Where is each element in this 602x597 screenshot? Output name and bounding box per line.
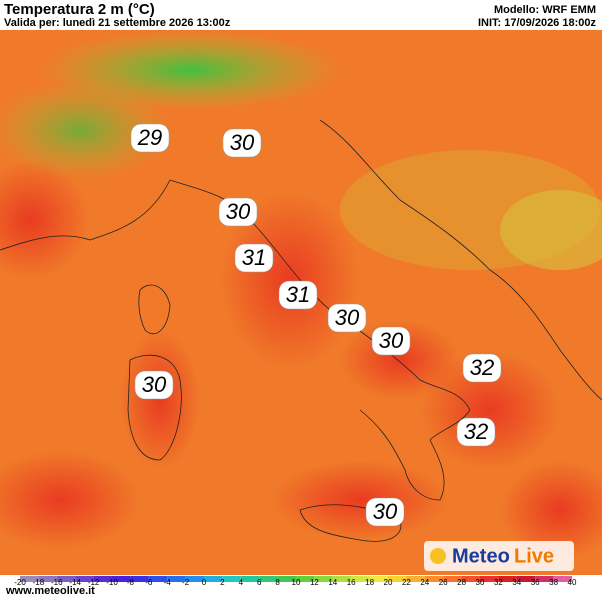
- scale-swatch: [296, 576, 315, 582]
- label-bubble: [462, 353, 502, 383]
- scale-tick-label: 8: [275, 578, 280, 587]
- scale-swatch: [259, 576, 278, 582]
- temperature-label: 31: [286, 282, 310, 307]
- label-bubble: [327, 303, 367, 333]
- temperature-label: 32: [470, 355, 494, 380]
- scale-tick-label: 0: [202, 578, 207, 587]
- label-bubble: [365, 497, 405, 527]
- scale-swatch: [461, 576, 480, 582]
- scale-tick-label: 38: [549, 578, 558, 587]
- scale-tick-label: 32: [494, 578, 503, 587]
- scale-swatch: [388, 576, 407, 582]
- scale-swatch: [112, 576, 131, 582]
- scale-tick-label: -8: [127, 578, 135, 587]
- scale-tick-label: 16: [347, 578, 356, 587]
- label-bubble: [222, 128, 262, 158]
- logo-text-1: Meteo: [452, 545, 510, 567]
- scale-tick-label: 26: [439, 578, 448, 587]
- scale-swatch: [516, 576, 536, 582]
- scale-tick-label: -10: [106, 578, 118, 587]
- scale-tick-label: 14: [328, 578, 337, 587]
- scale-tick-label: 12: [310, 578, 319, 587]
- scale-swatch: [130, 576, 149, 582]
- label-bubble: [134, 370, 174, 400]
- scale-tick-label: 40: [568, 578, 577, 587]
- scale-swatch: [351, 576, 370, 582]
- label-bubble: [234, 243, 274, 273]
- temperature-label: 29: [137, 125, 162, 150]
- temperature-labels: 29 30 30 31 31 30 30 32 30 32 30: [130, 123, 502, 527]
- logo: Meteo Live: [424, 541, 574, 571]
- scale-tick-label: -2: [182, 578, 190, 587]
- scale-swatch: [204, 576, 223, 582]
- valid-time: Valida per: lunedì 21 settembre 2026 13:…: [4, 17, 231, 29]
- scale-swatch: [277, 576, 296, 582]
- scale-swatch: [167, 576, 186, 582]
- label-bubble: [278, 280, 318, 310]
- label-bubble: [371, 326, 411, 356]
- coastlines: [0, 119, 602, 542]
- temperature-label: 31: [242, 245, 266, 270]
- model: Modello: WRF EMM: [493, 4, 596, 16]
- temperature-label: 30: [230, 130, 255, 155]
- color-scale: -20 -18 -16 -14 -12 -10 -8 -6 -4 -2 0 2 4 6 8 10 12 14 16 1…: [14, 576, 577, 587]
- footer-url: www.meteolive.it: [5, 585, 95, 597]
- scale-swatch: [480, 576, 499, 582]
- scale-tick-label: -16: [51, 578, 63, 587]
- scale-swatch: [553, 576, 572, 582]
- scale-swatch: [75, 576, 94, 582]
- scale-swatch: [369, 576, 388, 582]
- scale-swatch: [535, 576, 554, 582]
- scale-swatch: [424, 576, 444, 582]
- scale-tick-label: 4: [239, 578, 244, 587]
- scale-tick-label: -20: [14, 578, 26, 587]
- label-bubble: [456, 417, 496, 447]
- scale-swatch: [332, 576, 352, 582]
- temperature-label: 30: [142, 372, 167, 397]
- scale-swatch: [56, 576, 76, 582]
- scale-swatch: [406, 576, 425, 582]
- temperature-label: 30: [379, 328, 404, 353]
- scale-swatch: [38, 576, 57, 582]
- scale-tick-label: 22: [402, 578, 411, 587]
- label-bubble: [218, 197, 258, 227]
- temperature-label: 30: [226, 199, 251, 224]
- scale-tick-label: -4: [164, 578, 172, 587]
- scale-tick-label: -6: [145, 578, 153, 587]
- scale-tick-label: 10: [292, 578, 301, 587]
- scale-swatch: [240, 576, 260, 582]
- scale-tick-label: 28: [457, 578, 466, 587]
- temperature-label: 30: [373, 499, 398, 524]
- scale-tick-label: 18: [365, 578, 374, 587]
- scale-tick-label: -18: [33, 578, 45, 587]
- logo-text-2: Live: [514, 545, 554, 567]
- scale-tick-label: 2: [220, 578, 225, 587]
- scale-tick-label: 6: [257, 578, 262, 587]
- title: Temperatura 2 m (°C): [4, 1, 155, 18]
- scale-swatch: [148, 576, 168, 582]
- temperature-label: 30: [335, 305, 360, 330]
- temperature-label: 32: [464, 419, 488, 444]
- label-bubble: [130, 123, 170, 153]
- scale-tick-label: 24: [420, 578, 429, 587]
- scale-tick-label: 36: [531, 578, 540, 587]
- scale-tick-label: -12: [88, 578, 100, 587]
- scale-swatch: [185, 576, 204, 582]
- scale-tick-label: 30: [476, 578, 485, 587]
- init-time: INIT: 17/09/2026 18:00z: [477, 17, 596, 29]
- temperature-areas: [0, 30, 602, 560]
- scale-swatch: [20, 576, 39, 582]
- scale-swatch: [498, 576, 517, 582]
- scale-swatch: [93, 576, 112, 582]
- scale-tick-label: 34: [512, 578, 521, 587]
- scale-tick-label: -14: [69, 578, 81, 587]
- scale-tick-label: 20: [384, 578, 393, 587]
- scale-swatch: [314, 576, 333, 582]
- scale-swatch: [443, 576, 462, 582]
- scale-swatch: [222, 576, 241, 582]
